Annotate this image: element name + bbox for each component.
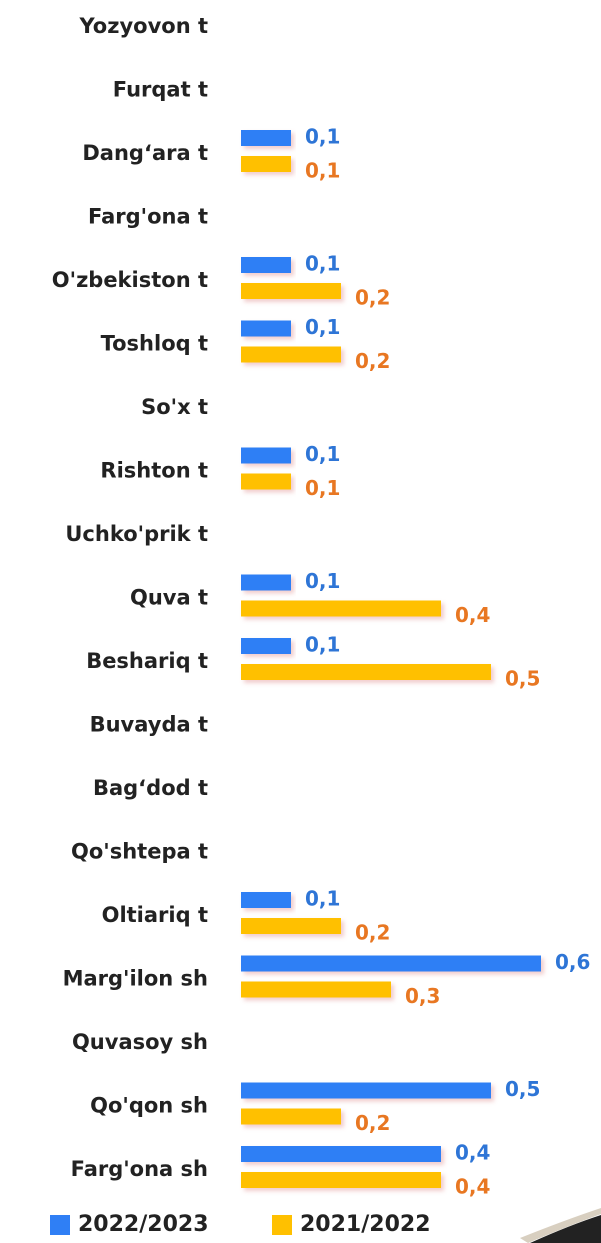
category-label: Dang‘ara t [82, 141, 208, 165]
bar [241, 257, 291, 273]
data-label: 0,1 [305, 633, 340, 657]
data-label: 0,2 [355, 286, 390, 310]
bar [241, 955, 541, 972]
bar [241, 320, 291, 337]
data-label: 0,1 [305, 887, 340, 911]
bar [241, 1146, 441, 1162]
bar [241, 638, 291, 654]
data-label: 0,5 [505, 1077, 540, 1101]
data-label: 0,2 [355, 349, 390, 373]
category-label: Buvayda t [90, 713, 208, 737]
category-label: Quva t [130, 586, 208, 610]
bar [241, 130, 291, 146]
bar [241, 574, 291, 591]
category-label: Quvasoy sh [72, 1030, 208, 1054]
category-label: Qo'qon sh [90, 1094, 208, 1118]
category-label: Beshariq t [86, 649, 208, 673]
category-label: Toshloq t [101, 332, 208, 356]
bar [241, 1172, 441, 1188]
data-label: 0,1 [305, 442, 340, 466]
data-label: 0,1 [305, 569, 340, 593]
data-label: 0,5 [505, 667, 540, 691]
category-label: Bag‘dod t [93, 776, 208, 800]
bar [241, 1082, 491, 1099]
legend-swatch [50, 1215, 70, 1235]
category-label: Rishton t [100, 459, 208, 483]
category-label: Farg'ona sh [71, 1157, 208, 1181]
data-label: 0,1 [305, 252, 340, 276]
data-label: 0,4 [455, 1175, 490, 1199]
bar [241, 156, 291, 172]
category-label: Yozyovon t [79, 14, 208, 38]
bar [241, 447, 291, 464]
category-label: Qo'shtepa t [71, 840, 208, 864]
bar [241, 473, 291, 490]
data-label: 0,4 [455, 603, 490, 627]
legend-swatch [272, 1215, 292, 1235]
bar [241, 664, 491, 680]
data-label: 0,2 [355, 921, 390, 945]
bar [241, 981, 391, 998]
category-label: Farg'ona t [88, 205, 208, 229]
category-label: Oltiariq t [102, 903, 208, 927]
data-label: 0,1 [305, 476, 340, 500]
bar [241, 918, 341, 934]
data-label: 0,1 [305, 125, 340, 149]
category-label: Uchko'prik t [65, 522, 208, 546]
decoration [530, 1215, 601, 1243]
bar [241, 600, 441, 617]
category-label: So'x t [141, 395, 208, 419]
bar [241, 283, 341, 299]
data-label: 0,6 [555, 950, 590, 974]
data-label: 0,2 [355, 1111, 390, 1135]
bar [241, 1108, 341, 1125]
category-label: O'zbekiston t [52, 268, 208, 292]
data-label: 0,4 [455, 1141, 490, 1165]
category-label: Furqat t [113, 78, 208, 102]
legend-label: 2022/2023 [78, 1212, 209, 1237]
data-label: 0,1 [305, 315, 340, 339]
data-label: 0,3 [405, 984, 440, 1008]
bar [241, 346, 341, 363]
decoration [520, 1208, 601, 1243]
bar [241, 892, 291, 908]
legend-label: 2021/2022 [300, 1212, 431, 1237]
category-label: Marg'ilon sh [63, 967, 208, 991]
data-label: 0,1 [305, 159, 340, 183]
